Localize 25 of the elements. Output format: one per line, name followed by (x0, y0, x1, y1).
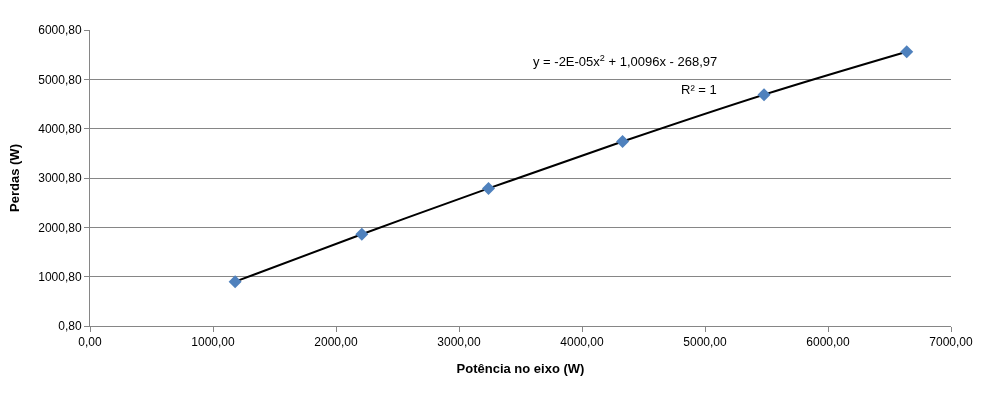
x-tick-label: 1000,00 (191, 335, 236, 350)
x-axis-title: Potência no eixo (W) (456, 361, 585, 376)
y-tick-label: 1000,80 (38, 269, 82, 284)
y-tick-label: 6000,80 (38, 23, 82, 38)
x-tick-label: 7000,00 (929, 335, 974, 350)
point (228, 275, 242, 289)
y-tick-label: 2000,80 (38, 220, 82, 235)
y-tick-label: 0,80 (58, 319, 82, 334)
point (616, 135, 630, 149)
y-tick-label: 4000,80 (38, 121, 82, 136)
x-tick-label: 3000,00 (437, 335, 482, 350)
point (900, 45, 914, 59)
point (757, 88, 771, 102)
point (355, 227, 369, 241)
x-tick-label: 4000,00 (560, 335, 605, 350)
y-tick-label: 5000,80 (38, 72, 82, 87)
annotation: y = -2E-05x$^{2}$ + 1,0096x - 268,97 (533, 53, 718, 70)
x-tick-label: 2000,00 (314, 335, 359, 350)
y-tick-label: 3000,80 (38, 171, 82, 186)
x-tick-label: 5000,00 (683, 335, 728, 350)
x-tick-label: 0,00 (78, 335, 102, 350)
y-axis-title: Perdas (W) (7, 144, 23, 212)
x-tick-label: 6000,00 (806, 335, 851, 350)
point (482, 181, 496, 195)
annotation: R² = 1 (681, 82, 717, 97)
